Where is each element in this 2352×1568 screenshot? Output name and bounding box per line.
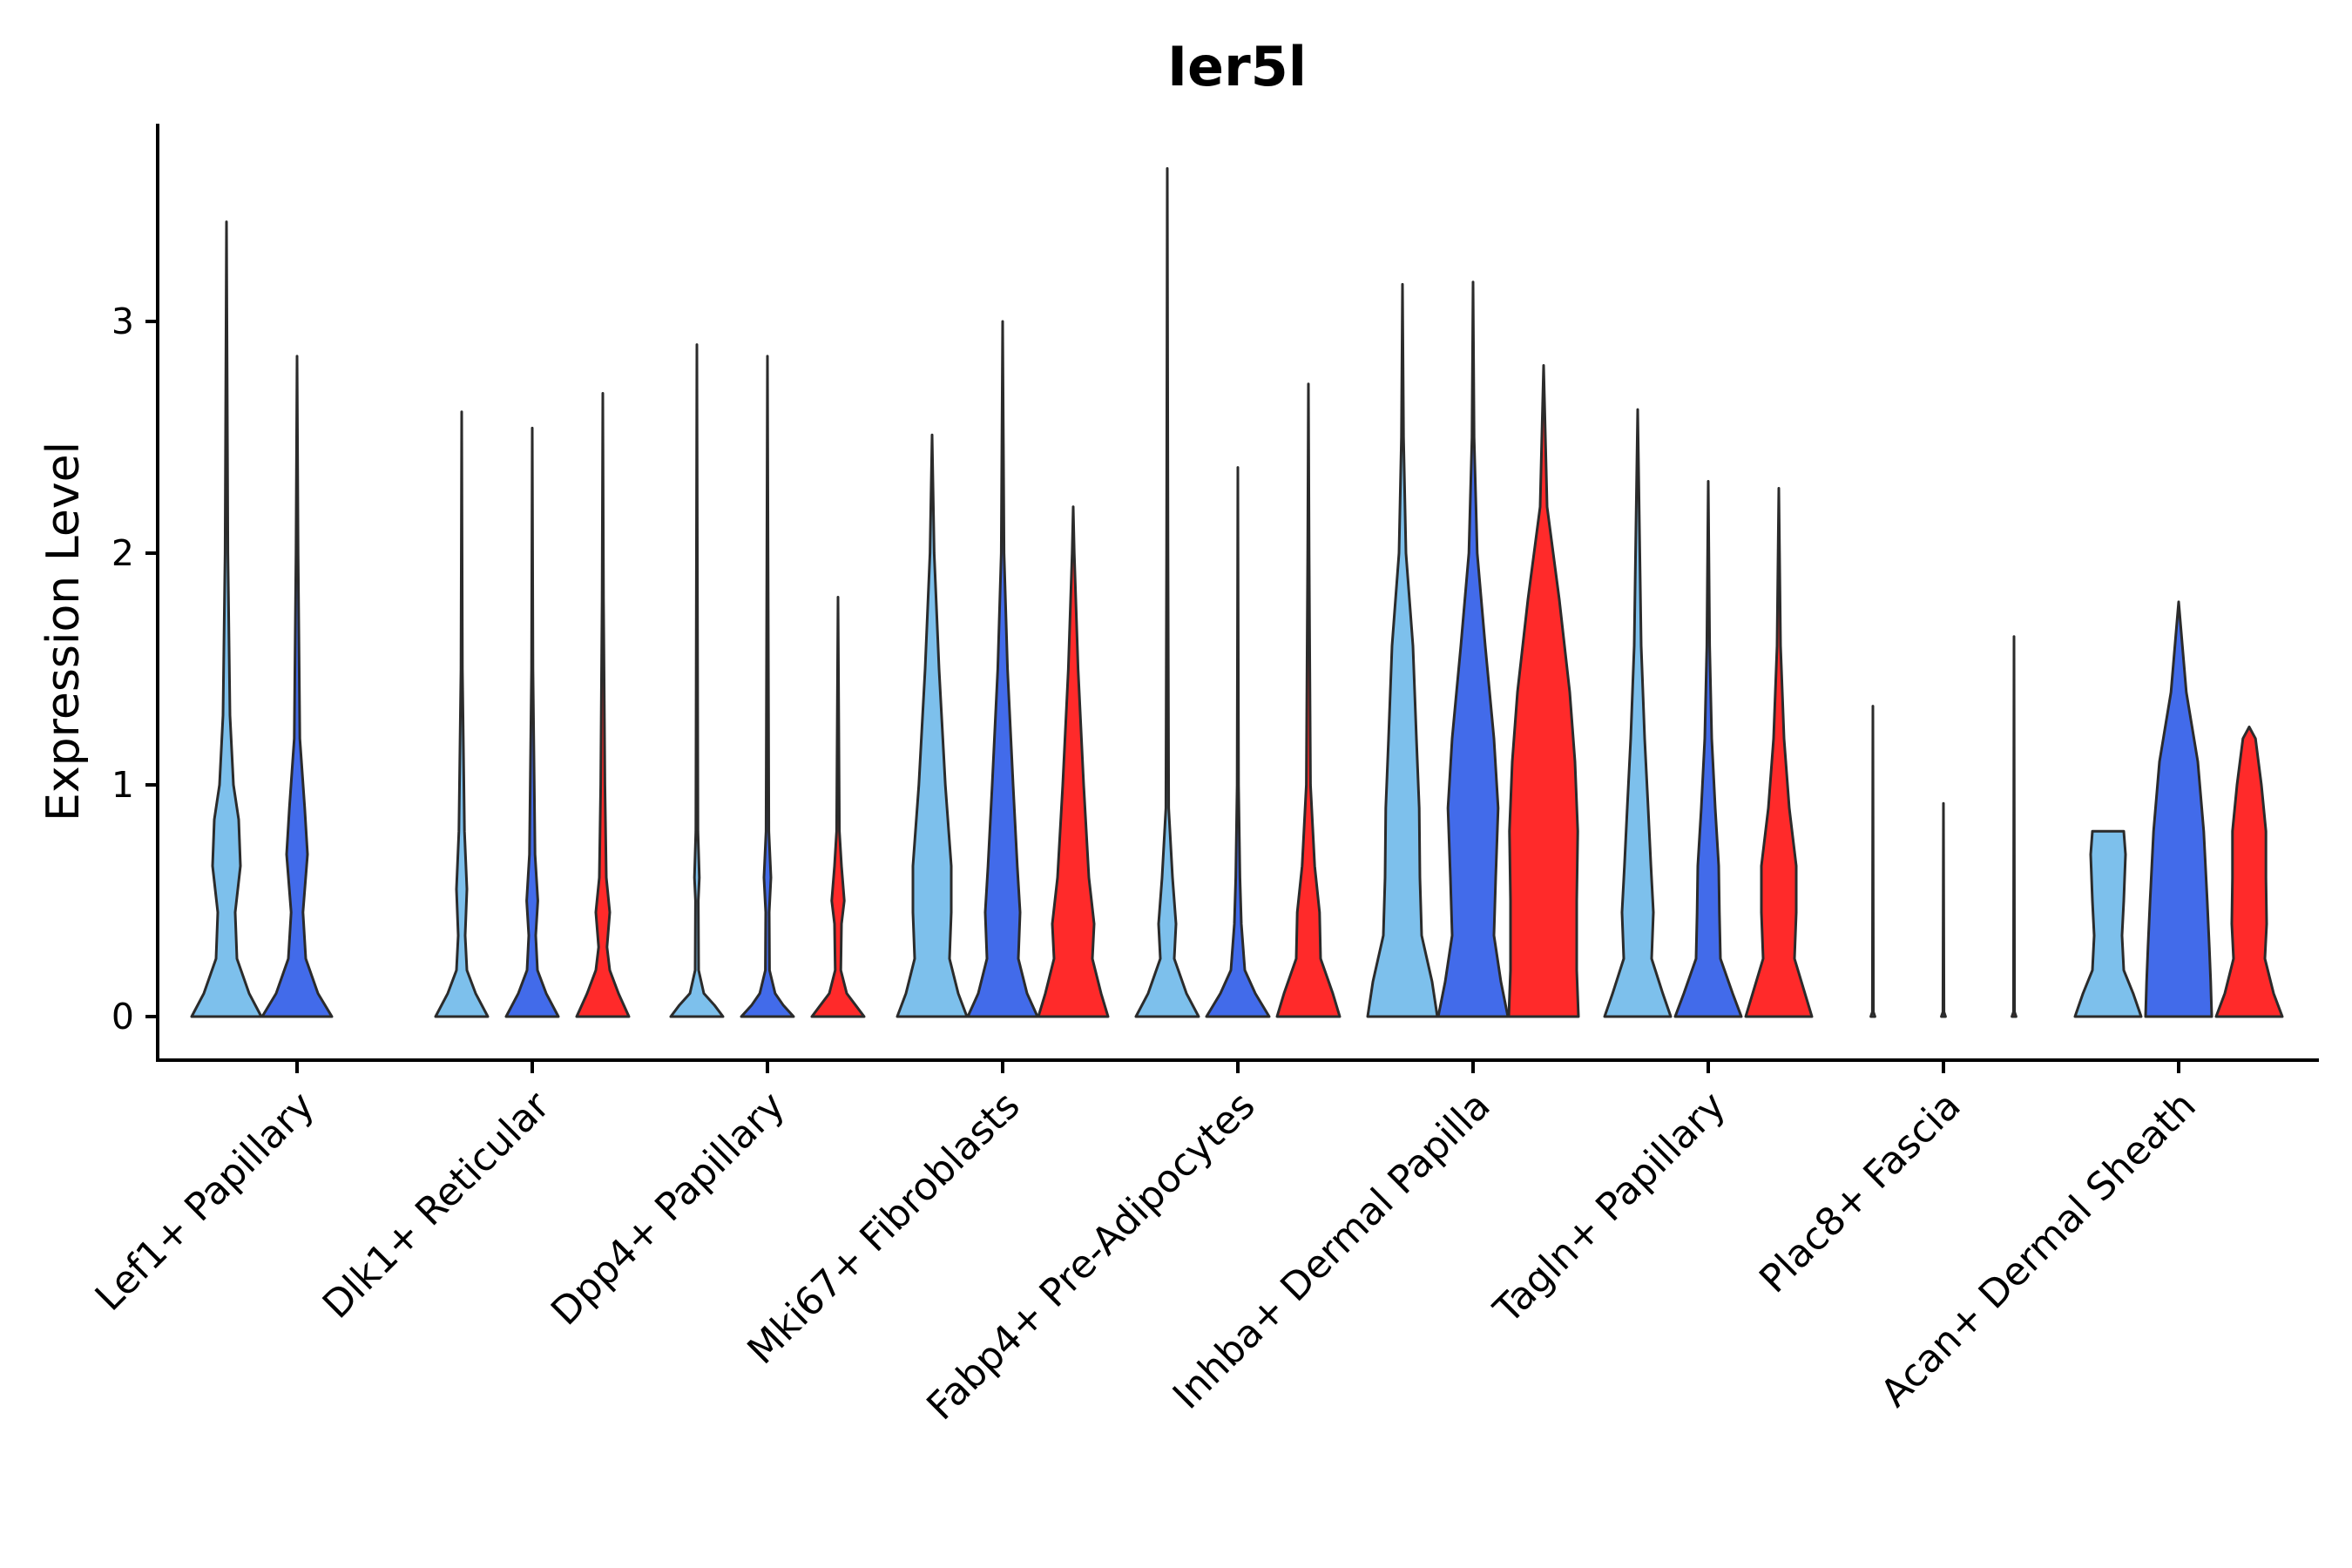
violin-tagln-papillary-1	[1603, 408, 1673, 1018]
violin-plac8-fascia-3	[2011, 635, 2017, 1018]
violin-mki67-fibroblasts-1	[896, 433, 969, 1018]
x-category-label: Plac8+ Fascia	[1751, 1084, 1970, 1302]
violin-fabp4-pre-adipocytes-1	[1134, 166, 1200, 1018]
violins-layer	[190, 166, 2284, 1018]
violin-tagln-papillary-2	[1673, 480, 1743, 1018]
violin-dlk1-reticular-3	[575, 392, 631, 1018]
violin-inhba-dermal-papilla-2	[1436, 280, 1510, 1018]
violin-dlk1-reticular-2	[504, 426, 560, 1018]
y-axis-label: Expression Level	[37, 442, 90, 821]
y-tick-label: 3	[112, 301, 134, 342]
violin-acan-dermal-sheath-1	[2073, 829, 2143, 1018]
x-category-label: Dlk1+ Reticular	[314, 1083, 559, 1328]
violin-acan-dermal-sheath-3	[2214, 726, 2284, 1018]
violin-dpp4-papillary-2	[740, 355, 795, 1018]
y-tick-label: 1	[112, 764, 134, 806]
violin-inhba-dermal-papilla-1	[1366, 282, 1439, 1018]
violin-fabp4-pre-adipocytes-3	[1275, 382, 1342, 1018]
violin-dpp4-papillary-1	[669, 343, 725, 1018]
y-ticks: 0 1 2 3	[112, 301, 158, 1037]
violin-fabp4-pre-adipocytes-2	[1205, 466, 1271, 1018]
violin-plac8-fascia-1	[1869, 705, 1876, 1018]
violin-dlk1-reticular-1	[434, 410, 490, 1018]
x-category-label: Dpp4+ Papillary	[543, 1084, 794, 1335]
violin-tagln-papillary-3	[1744, 487, 1814, 1018]
y-tick-label: 2	[112, 532, 134, 574]
x-category-label: Lef1+ Papillary	[87, 1084, 323, 1320]
chart-title: Ier5l	[1167, 35, 1307, 98]
violin-mki67-fibroblasts-2	[966, 320, 1039, 1018]
violin-lef1-papillary-2	[260, 355, 334, 1018]
violin-inhba-dermal-papilla-3	[1507, 364, 1580, 1018]
x-category-label: Tagln+ Papillary	[1485, 1084, 1734, 1333]
violin-dpp4-papillary-3	[810, 596, 866, 1018]
violin-mki67-fibroblasts-3	[1037, 505, 1110, 1018]
violin-lef1-papillary-1	[190, 220, 263, 1018]
violin-plac8-fascia-2	[1940, 801, 1947, 1018]
y-tick-label: 0	[112, 996, 134, 1037]
violin-acan-dermal-sheath-2	[2144, 600, 2213, 1018]
